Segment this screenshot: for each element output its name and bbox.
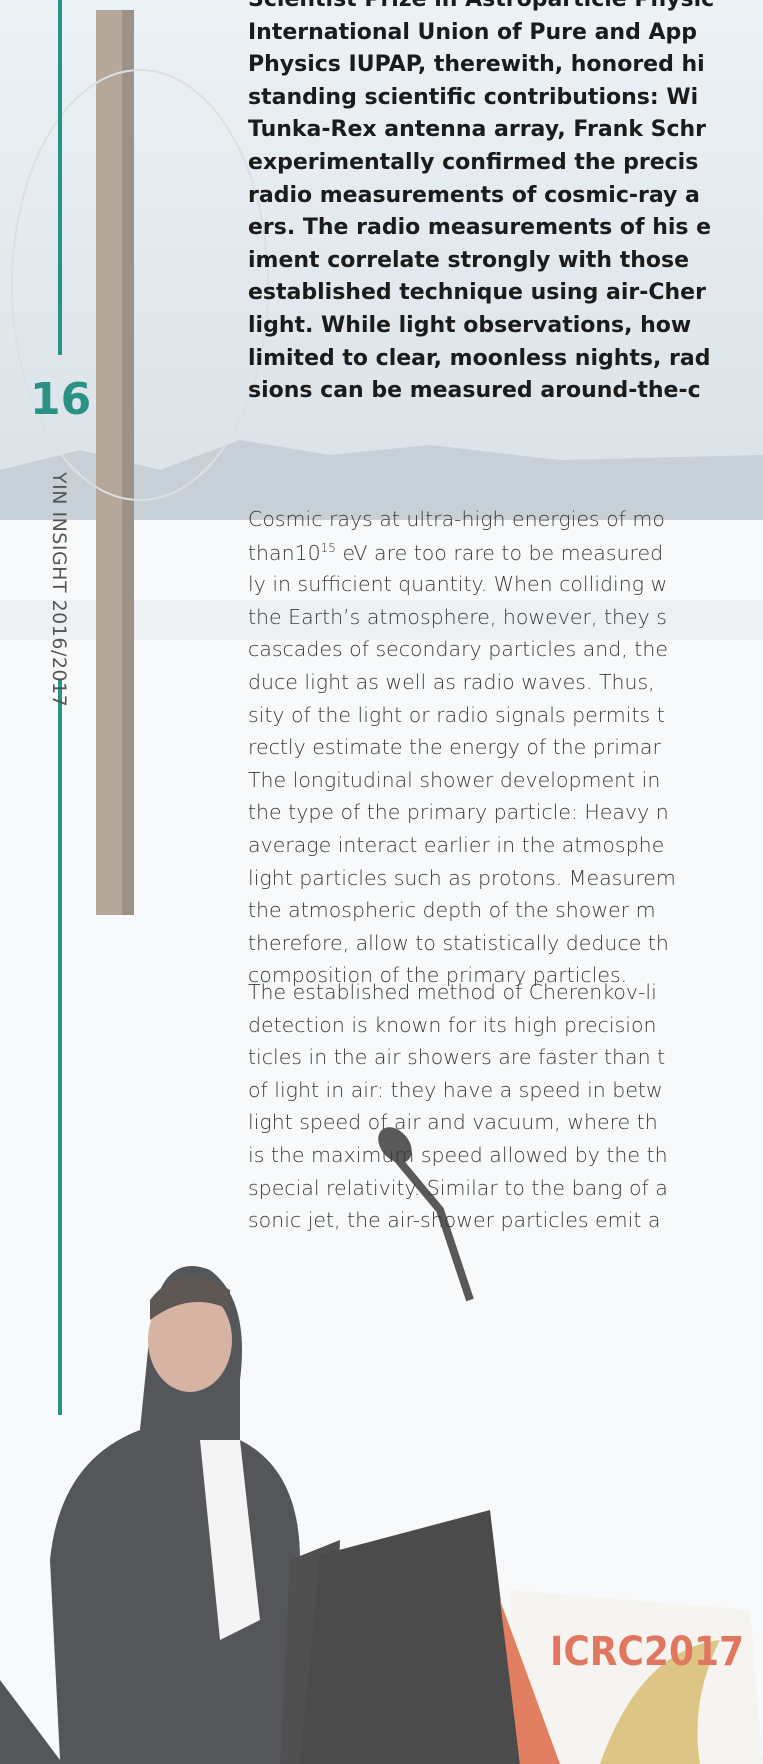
body-line: average interact earlier in the atmosphe <box>248 833 665 857</box>
body-line: The established method of Cherenkov-li <box>248 980 657 1004</box>
body-line: sonic jet, the air-shower particles emit… <box>248 1208 661 1233</box>
body-line: duce light as well as radio waves. Thus, <box>248 670 655 694</box>
body-line: than1015 eV are too rare to be measured <box>248 542 663 564</box>
body-line: is the maximum speed allowed by the th <box>248 1143 668 1167</box>
lead-line: sions can be measured around-the-c <box>248 378 701 404</box>
body-line: the Earth’s atmosphere, however, they s <box>248 604 667 629</box>
body-line: ticles in the air showers are faster tha… <box>248 1045 666 1070</box>
text-run: than10 <box>248 540 321 565</box>
body-line: the atmospheric depth of the shower m <box>248 898 656 923</box>
mountains <box>0 440 763 540</box>
body-line: Cosmic rays at ultra-high energies of mo <box>248 507 665 531</box>
pole-shade <box>122 10 134 915</box>
body-line: rectly estimate the energy of the primar <box>248 735 661 760</box>
body-line: light particles such as protons. Measure… <box>248 865 676 890</box>
body-line: sity of the light or radio signals permi… <box>248 702 665 727</box>
lead-line: radio measurements of cosmic-ray a <box>248 182 700 208</box>
podium-banner <box>510 1590 763 1764</box>
body-line: cascades of secondary particles and, the <box>248 637 668 662</box>
banner-stripe <box>500 1600 560 1764</box>
body-line: special relativity. Similar to the bang … <box>248 1175 668 1200</box>
lead-line: Tunka-Rex antenna array, Frank Schr <box>248 117 707 143</box>
body-line: light speed of air and vacuum, where th <box>248 1110 658 1135</box>
podium <box>300 1510 520 1764</box>
lead-line: established technique using air-Cher <box>248 280 706 306</box>
speaker-face <box>148 1288 232 1392</box>
body-line: ly in sufficient quantity. When collidin… <box>248 572 668 597</box>
body-line: the type of the primary particle: Heavy … <box>248 800 669 825</box>
banner-palm <box>600 1640 720 1764</box>
lead-line: Scientist Prize in Astroparticle Physic <box>248 0 714 11</box>
body-line: The longitudinal shower development in <box>248 767 661 792</box>
lead-line: International Union of Pure and App <box>248 19 698 45</box>
shirt <box>200 1440 260 1640</box>
superscript: 15 <box>320 540 336 555</box>
text-run: eV are too rare to be measured <box>335 540 664 565</box>
sidebar-rule <box>58 680 62 1415</box>
microphone <box>386 1147 474 1302</box>
body-line: therefore, allow to statistically deduce… <box>248 930 669 955</box>
speaker-hair <box>150 1277 230 1320</box>
speaker <box>0 1266 300 1764</box>
lead-line: ers. The radio measurements of his e <box>248 215 712 241</box>
body-line: composition of the primary particles. <box>248 963 628 988</box>
antenna-loop <box>11 69 269 501</box>
page-number: 16 <box>30 374 92 425</box>
lead-line: iment correlate strongly with those <box>248 247 690 273</box>
banner-text: ICRC2017 <box>550 1629 744 1675</box>
lead-line: limited to clear, moonless nights, rad <box>248 345 711 371</box>
mic-head <box>378 1127 412 1163</box>
body-line: detection is known for its high precisio… <box>248 1012 657 1037</box>
body-line: of light in air: they have a speed in be… <box>248 1077 663 1102</box>
lead-line: Physics IUPAP, therewith, honored hi <box>248 52 705 78</box>
lead-line: standing scientific contributions: Wi <box>248 84 699 110</box>
lead-line: experimentally confirmed the precis <box>248 150 699 175</box>
sidebar-rule <box>58 0 62 355</box>
running-title: YIN INSIGHT 2016/2017 <box>48 472 70 708</box>
lead-line: light. While light observations, how <box>248 313 692 338</box>
